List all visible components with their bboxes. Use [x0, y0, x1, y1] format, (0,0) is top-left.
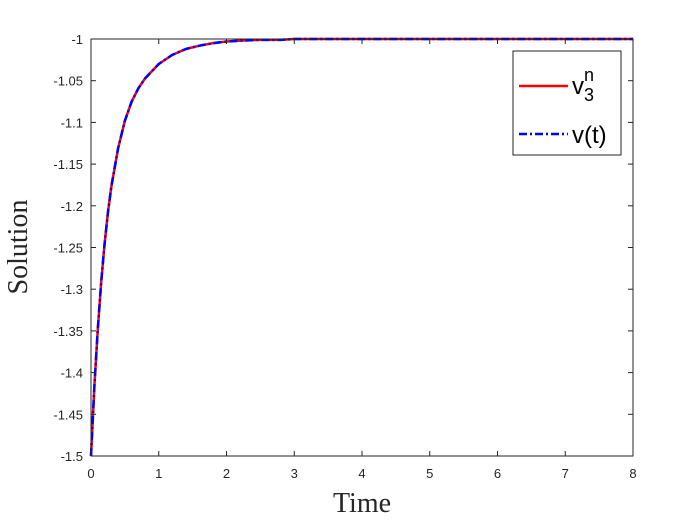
legend-label-vt: v(t): [572, 122, 607, 149]
y-tick-label: -1.25: [53, 241, 83, 256]
y-tick-label: -1.05: [53, 74, 83, 89]
x-axis-ticks: 0 1 2 3 4 5 6 7 8: [87, 39, 637, 481]
x-tick-label: 4: [358, 466, 365, 481]
y-axis-label: Solution: [3, 200, 34, 295]
x-tick-label: 3: [291, 466, 298, 481]
x-tick-label: 6: [494, 466, 501, 481]
y-tick-label: -1.35: [53, 324, 83, 339]
y-axis-ticks: -1.5 -1.45 -1.4 -1.35 -1.3 -1.25 -1.2 -1.15 -1.1…: [53, 32, 633, 464]
legend-box: [512, 50, 622, 156]
y-tick-label: -1: [71, 32, 83, 47]
x-tick-label: 0: [87, 466, 94, 481]
x-axis-label: Time: [333, 488, 391, 519]
legend: v3n v(t): [512, 50, 622, 156]
legend-label-v3n: v3n: [572, 65, 594, 105]
x-tick-label: 2: [223, 466, 230, 481]
y-tick-label: -1.2: [61, 199, 83, 214]
x-tick-label: 5: [426, 466, 433, 481]
y-tick-label: -1.4: [61, 366, 83, 381]
y-tick-label: -1.15: [53, 157, 83, 172]
legend-label-v3n-superscript: n: [584, 65, 594, 85]
legend-label-v3n-subscript: 3: [584, 85, 594, 105]
x-tick-label: 8: [629, 466, 636, 481]
y-tick-label: -1.45: [53, 407, 83, 422]
x-tick-label: 1: [155, 466, 162, 481]
y-tick-label: -1.5: [61, 449, 83, 464]
x-tick-label: 7: [562, 466, 569, 481]
legend-label-v3n-base: v: [572, 73, 584, 100]
y-tick-label: -1.1: [61, 115, 83, 130]
y-tick-label: -1.3: [61, 282, 83, 297]
